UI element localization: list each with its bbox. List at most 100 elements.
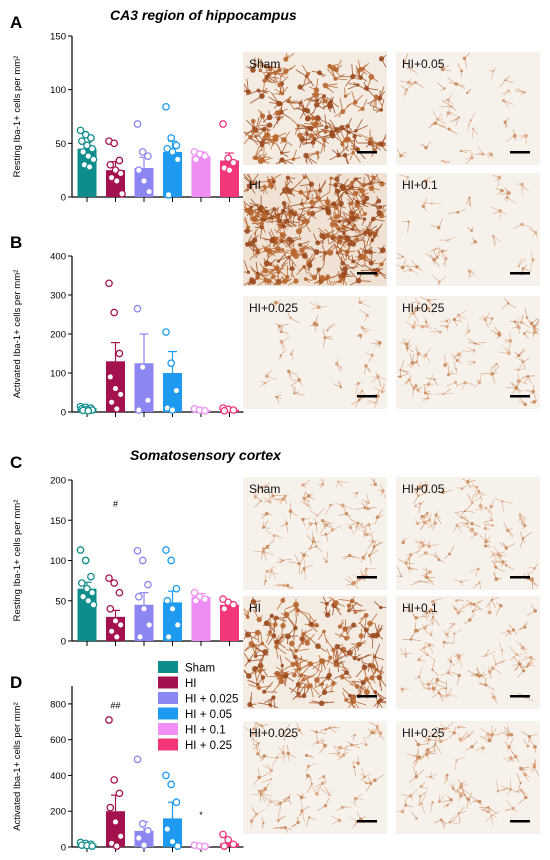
cell-process bbox=[400, 647, 407, 657]
cell-process bbox=[506, 382, 523, 395]
data-point bbox=[112, 842, 121, 850]
cell-process bbox=[300, 500, 313, 509]
cell-process bbox=[263, 207, 274, 224]
cell-process bbox=[495, 498, 513, 512]
cell-process bbox=[521, 731, 538, 743]
cell-process bbox=[376, 697, 387, 709]
cell-process bbox=[305, 615, 317, 628]
cell-process bbox=[490, 329, 500, 339]
cell-process bbox=[312, 187, 331, 200]
data-point bbox=[112, 177, 121, 185]
cell-process bbox=[342, 555, 360, 560]
cell-process bbox=[257, 109, 266, 128]
cell-process bbox=[378, 666, 387, 692]
data-point bbox=[111, 617, 120, 625]
cell-process bbox=[332, 597, 342, 616]
cell-process bbox=[298, 214, 308, 227]
data-point bbox=[191, 155, 200, 164]
cell-process bbox=[531, 742, 536, 753]
cell-process bbox=[422, 679, 430, 690]
cell-process bbox=[446, 382, 458, 387]
cell-process bbox=[525, 384, 538, 402]
cell-process bbox=[257, 696, 279, 709]
stained-cell bbox=[337, 219, 342, 224]
cell-process bbox=[381, 54, 387, 68]
cell-process bbox=[349, 518, 359, 532]
cell-process bbox=[485, 603, 491, 613]
cell-process bbox=[427, 744, 436, 754]
micrograph-hi-0-025: HI+0.025 bbox=[243, 721, 387, 834]
cell-process bbox=[402, 602, 412, 612]
stained-cell bbox=[430, 599, 435, 604]
cell-process bbox=[262, 615, 277, 627]
cell-process bbox=[370, 178, 380, 194]
cell-process bbox=[396, 566, 402, 577]
cell-process bbox=[405, 320, 416, 328]
cell-process bbox=[346, 192, 355, 204]
micrograph-hi-0-25: HI+0.25 bbox=[396, 296, 540, 409]
cell-process bbox=[332, 380, 342, 388]
cell-process bbox=[263, 71, 287, 80]
data-point bbox=[133, 120, 142, 128]
micrograph-label: HI+0.1 bbox=[402, 178, 438, 192]
cell-process bbox=[473, 582, 482, 590]
bar-hi-0-25 bbox=[220, 843, 239, 847]
cell-process bbox=[415, 519, 428, 524]
cell-process bbox=[280, 607, 298, 626]
cell-process bbox=[396, 372, 411, 377]
cell-process bbox=[467, 670, 481, 679]
cell-process bbox=[456, 786, 469, 801]
cell-process bbox=[528, 660, 536, 667]
cell-process bbox=[528, 225, 538, 238]
cell-process bbox=[308, 271, 315, 278]
cell-process bbox=[515, 183, 529, 195]
legend-label: HI + 0.25 bbox=[185, 740, 232, 752]
cell-process bbox=[254, 483, 270, 493]
cell-process bbox=[279, 336, 290, 351]
cell-process bbox=[411, 612, 427, 619]
cell-process bbox=[430, 218, 443, 228]
stained-cell bbox=[531, 258, 535, 262]
cell-process bbox=[310, 730, 327, 742]
cell-process bbox=[352, 793, 364, 807]
micrograph-background bbox=[396, 296, 540, 409]
micrograph-sham: Sham bbox=[243, 52, 387, 165]
data-point bbox=[89, 600, 98, 609]
cell-process bbox=[291, 637, 296, 650]
cell-process bbox=[248, 181, 262, 187]
y-tick-label: 0 bbox=[61, 843, 66, 854]
data-point bbox=[106, 803, 115, 812]
cell-process bbox=[365, 225, 382, 247]
cell-process bbox=[279, 349, 286, 361]
data-point bbox=[140, 177, 148, 185]
cell-process bbox=[518, 788, 527, 804]
data-point bbox=[201, 842, 209, 851]
cell-process bbox=[349, 680, 358, 688]
cell-process bbox=[465, 150, 473, 165]
data-point bbox=[168, 406, 177, 414]
cell-process bbox=[339, 265, 350, 276]
cell-process bbox=[259, 380, 270, 388]
cell-process bbox=[455, 513, 468, 522]
micrograph-label: HI+0.025 bbox=[249, 726, 298, 740]
cell-process bbox=[452, 350, 465, 361]
cell-process bbox=[322, 551, 329, 562]
data-point bbox=[134, 406, 143, 414]
data-point bbox=[144, 152, 152, 161]
cell-process bbox=[434, 679, 446, 688]
data-point bbox=[220, 406, 229, 415]
micrograph-hi: HI bbox=[243, 173, 387, 286]
cell-process bbox=[456, 598, 465, 601]
cell-process bbox=[481, 649, 496, 658]
chart-panel-b: 0 100 200 300 400 Activated Iba-1+ cells per … bbox=[12, 252, 244, 419]
data-point bbox=[224, 835, 233, 844]
cell-process bbox=[284, 180, 291, 204]
cell-process bbox=[409, 381, 414, 398]
cell-process bbox=[263, 681, 278, 693]
cell-process bbox=[509, 321, 525, 330]
cell-process bbox=[325, 503, 335, 515]
cell-process bbox=[423, 374, 437, 389]
stained-cell bbox=[318, 700, 325, 707]
cell-process bbox=[399, 78, 415, 86]
cell-process bbox=[269, 570, 276, 580]
